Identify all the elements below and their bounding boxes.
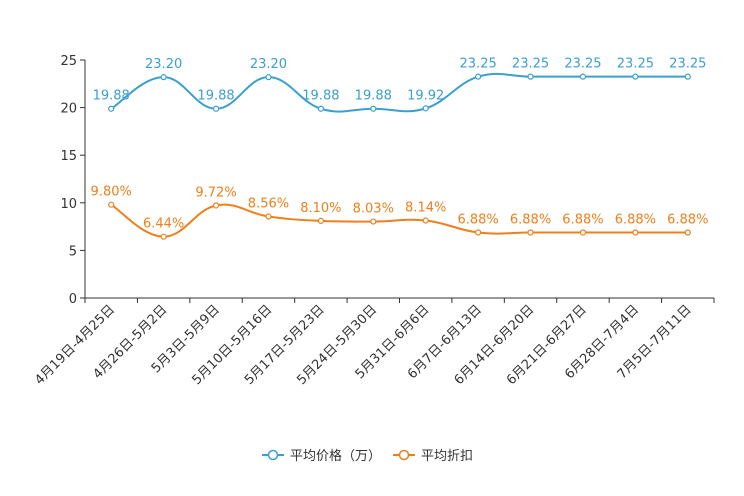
data-point[interactable] xyxy=(632,73,639,80)
data-label: 23.25 xyxy=(617,57,654,72)
data-point[interactable] xyxy=(527,73,534,80)
y-tick-label: 20 xyxy=(60,102,77,117)
data-label: 23.25 xyxy=(669,57,706,72)
data-point[interactable] xyxy=(317,217,324,224)
data-label: 19.88 xyxy=(93,89,130,104)
data-label: 19.88 xyxy=(302,89,339,104)
data-point[interactable] xyxy=(212,105,220,112)
data-label: 23.25 xyxy=(512,57,549,72)
data-label: 6.88% xyxy=(667,213,708,228)
data-point[interactable] xyxy=(632,229,639,236)
data-label: 8.03% xyxy=(353,202,394,217)
y-tick-label: 5 xyxy=(69,244,77,259)
data-label: 6.88% xyxy=(457,213,498,228)
data-point[interactable] xyxy=(108,105,115,112)
data-label: 9.80% xyxy=(91,185,132,200)
legend[interactable]: 平均价格（万） 平均折扣 xyxy=(262,448,473,464)
data-point[interactable] xyxy=(579,73,587,80)
data-point[interactable] xyxy=(370,218,377,225)
data-point[interactable] xyxy=(422,105,429,112)
data-label: 23.25 xyxy=(460,57,497,72)
data-points xyxy=(108,73,691,240)
data-point[interactable] xyxy=(160,233,167,240)
data-point[interactable] xyxy=(684,73,691,80)
data-point[interactable] xyxy=(108,201,115,208)
y-tick-label: 10 xyxy=(60,197,77,212)
legend-item-0[interactable]: 平均价格（万） xyxy=(262,448,381,464)
data-label: 6.88% xyxy=(615,213,656,228)
data-label: 19.92 xyxy=(407,88,444,103)
legend-circle-icon xyxy=(398,449,410,461)
data-label: 6.88% xyxy=(562,213,603,228)
data-point[interactable] xyxy=(475,73,482,80)
data-label: 9.72% xyxy=(195,185,236,200)
data-point[interactable] xyxy=(684,229,691,236)
data-point[interactable] xyxy=(265,74,272,81)
data-point[interactable] xyxy=(212,202,220,209)
data-point[interactable] xyxy=(579,229,587,236)
data-label: 23.20 xyxy=(250,57,287,72)
data-label: 19.88 xyxy=(197,89,234,104)
data-point[interactable] xyxy=(265,213,272,220)
data-label: 23.20 xyxy=(145,57,182,72)
data-label: 8.56% xyxy=(248,197,289,212)
data-label: 8.10% xyxy=(300,201,341,216)
data-point[interactable] xyxy=(475,229,482,236)
data-label: 6.44% xyxy=(143,217,184,232)
data-labels: 19.88 23.20 19.88 23.20 19.88 19.88 19.92 23.25… xyxy=(91,57,709,232)
legend-circle-icon xyxy=(267,449,279,461)
data-label: 8.14% xyxy=(405,201,446,216)
data-label: 23.25 xyxy=(564,57,601,72)
legend-label: 平均价格（万） xyxy=(290,448,381,464)
y-tick-label: 0 xyxy=(69,292,77,307)
data-point[interactable] xyxy=(317,105,324,112)
data-label: 6.88% xyxy=(510,213,551,228)
data-point[interactable] xyxy=(160,74,167,81)
legend-item-1[interactable]: 平均折扣 xyxy=(393,449,473,464)
data-point[interactable] xyxy=(527,229,534,236)
y-tick-label: 15 xyxy=(60,149,77,164)
legend-label: 平均折扣 xyxy=(421,449,473,464)
data-point[interactable] xyxy=(422,217,429,224)
data-label: 19.88 xyxy=(355,89,392,104)
y-tick-label: 25 xyxy=(60,54,77,69)
data-point[interactable] xyxy=(370,105,377,112)
